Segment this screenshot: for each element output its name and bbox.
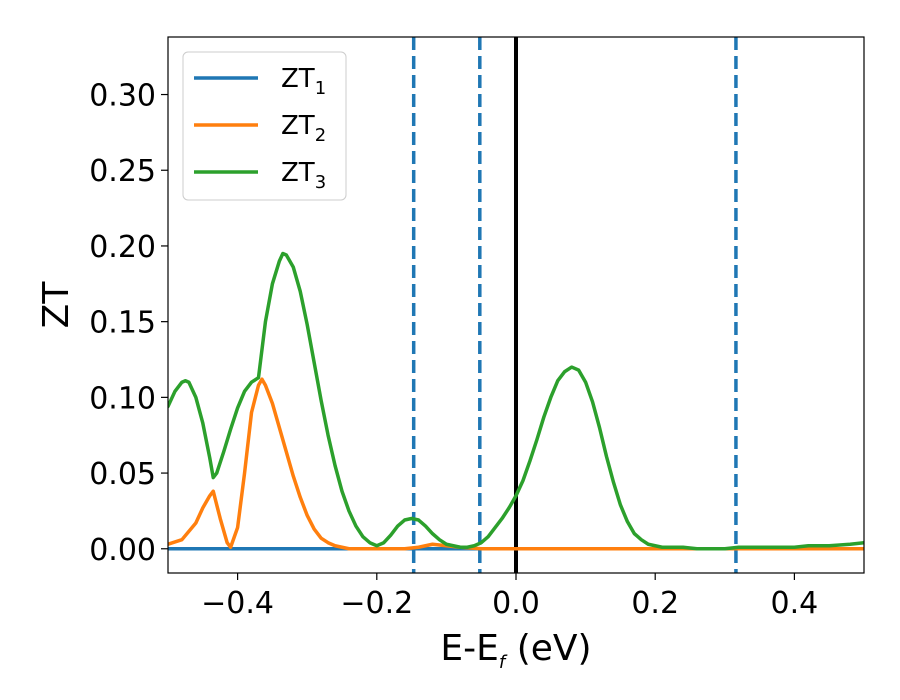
y-axis-label: ZT — [36, 281, 77, 329]
x-axis-ticks: −0.4 −0.2 0.0 0.2 0.4 — [201, 573, 818, 621]
y-tick-label: 0.10 — [89, 381, 156, 416]
x-tick-label: −0.4 — [201, 586, 274, 621]
legend-label-zt1: ZT1 — [281, 64, 326, 99]
x-axis-label: E-Ef (eV) — [440, 628, 591, 673]
legend-box — [182, 51, 347, 201]
y-tick-label: 0.25 — [89, 154, 156, 189]
series-layer — [168, 251, 864, 551]
x-axis-label-unit: (eV) — [505, 628, 591, 669]
y-tick-label: 0.30 — [89, 79, 156, 114]
y-axis-ticks: 0.00 0.05 0.10 0.15 0.20 0.25 0.30 — [89, 79, 168, 568]
series-line-zt3 — [168, 251, 864, 551]
legend: ZT1 ZT2 ZT3 — [182, 51, 347, 201]
y-tick-label: 0.05 — [89, 457, 156, 492]
x-axis-label-sub: f — [499, 652, 508, 673]
reference-lines — [411, 37, 738, 573]
legend-label-zt2: ZT2 — [281, 111, 326, 146]
legend-label-zt3: ZT3 — [281, 158, 326, 193]
x-tick-label: −0.2 — [340, 586, 413, 621]
y-tick-label: 0.00 — [89, 533, 156, 568]
y-tick-label: 0.15 — [89, 306, 156, 341]
x-tick-label: 0.0 — [492, 586, 540, 621]
x-tick-label: 0.2 — [631, 586, 679, 621]
y-tick-label: 0.20 — [89, 230, 156, 265]
x-tick-label: 0.4 — [771, 586, 819, 621]
